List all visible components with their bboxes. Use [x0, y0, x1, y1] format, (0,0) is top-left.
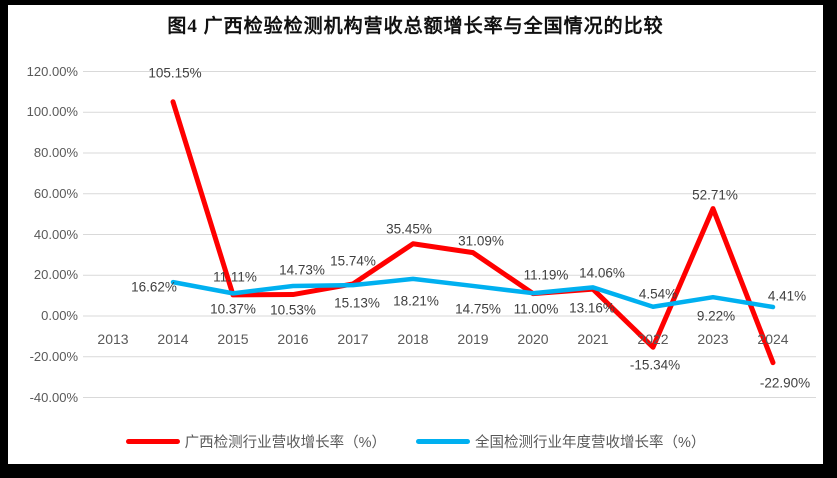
- national-data-label: 14.06%: [579, 265, 625, 281]
- y-axis-label: 20.00%: [33, 267, 78, 283]
- x-axis-label: 2020: [517, 331, 549, 347]
- guangxi-data-label: 11.00%: [513, 301, 559, 317]
- legend-label-guangxi: 广西检测行业营收增长率（%）: [184, 434, 386, 451]
- national-data-label: 11.11%: [213, 269, 257, 285]
- guangxi-data-label: 31.09%: [458, 233, 504, 249]
- x-axis-label: 2017: [337, 331, 369, 347]
- plot-area: [83, 71, 816, 398]
- y-axis-label: 60.00%: [33, 185, 78, 201]
- national-data-label: 16.62%: [131, 279, 177, 295]
- national-data-label: 4.54%: [638, 286, 678, 302]
- x-axis-label: 2018: [397, 331, 429, 347]
- x-axis-label: 2016: [277, 331, 309, 347]
- legend-item-national: 全国检测行业年度营收增长率（%）: [416, 431, 705, 452]
- x-axis-label: 2021: [577, 331, 609, 347]
- y-axis-label: -20.00%: [29, 348, 78, 364]
- legend-item-guangxi: 广西检测行业营收增长率（%）: [125, 431, 386, 452]
- x-axis-label: 2019: [457, 331, 489, 347]
- x-axis-label: 2023: [697, 331, 729, 347]
- legend-label-national: 全国检测行业年度营收增长率（%）: [475, 434, 706, 451]
- guangxi-data-label: 105.15%: [148, 65, 202, 81]
- x-axis-label: 2013: [97, 331, 129, 347]
- y-axis-label: 80.00%: [33, 145, 78, 160]
- y-axis-label: 0.00%: [41, 308, 78, 323]
- guangxi-data-label: 15.74%: [330, 253, 376, 269]
- national-data-label: 9.22%: [696, 308, 736, 324]
- guangxi-data-label: 35.45%: [386, 221, 432, 237]
- x-axis-label: 2022: [637, 331, 669, 347]
- guangxi-series-line: [170, 99, 776, 366]
- y-axis-label: -40.00%: [29, 389, 78, 405]
- national-data-label: 11.19%: [523, 267, 569, 283]
- y-axis-label: 120.00%: [26, 63, 78, 79]
- x-axis-label: 2024: [757, 331, 789, 347]
- guangxi-line-swatch: [125, 438, 180, 444]
- guangxi-data-label: 10.37%: [210, 301, 256, 317]
- guangxi-data-label: 10.53%: [270, 302, 316, 318]
- national-data-label: 15.13%: [334, 295, 380, 311]
- x-axis-label: 2015: [217, 331, 249, 347]
- chart-panel: 图4 广西检验检测机构营收总额增长率与全国情况的比较 广西检测行业营收增长率（%…: [8, 5, 823, 464]
- national-line-swatch: [416, 438, 470, 444]
- guangxi-data-label: -15.34%: [629, 357, 681, 373]
- y-axis-label: 100.00%: [26, 104, 78, 120]
- national-data-label: 14.73%: [279, 262, 325, 278]
- chart-title: 图4 广西检验检测机构营收总额增长率与全国情况的比较: [167, 16, 664, 37]
- y-axis-label: 40.00%: [33, 226, 78, 242]
- guangxi-data-label: 52.71%: [692, 187, 738, 203]
- national-data-label: 14.75%: [455, 301, 501, 317]
- chart-legend: 广西检测行业营收增长率（%） 全国检测行业年度营收增长率（%）: [8, 429, 823, 453]
- national-data-label: 4.41%: [767, 288, 807, 304]
- guangxi-data-label: -22.90%: [759, 375, 811, 391]
- national-data-label: 18.21%: [393, 293, 439, 309]
- guangxi-data-label: 13.16%: [569, 300, 615, 316]
- x-axis-label: 2014: [157, 331, 189, 347]
- national-series-line: [170, 276, 776, 310]
